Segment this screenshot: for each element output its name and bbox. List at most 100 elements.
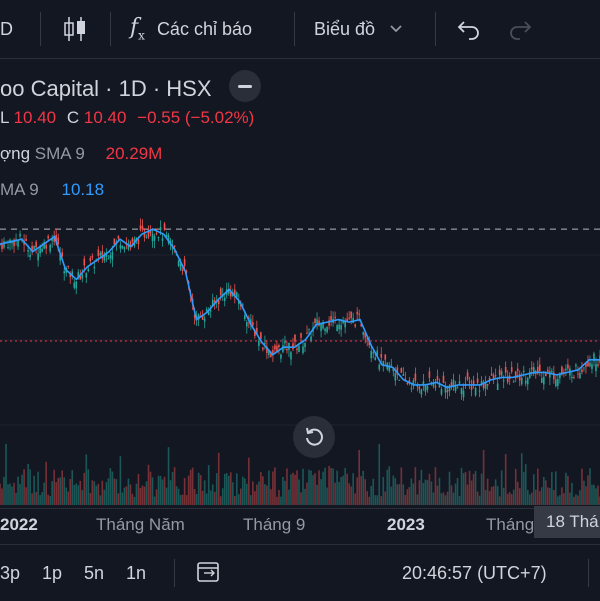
volume-bar [21, 474, 23, 505]
candle-body [442, 375, 445, 384]
interval-label: D [0, 18, 13, 39]
volume-bar [565, 472, 567, 505]
volume-bar [360, 476, 363, 505]
x-label: Tháng 9 [243, 515, 306, 534]
volume-bar [302, 468, 304, 505]
candle-body [358, 313, 360, 315]
volume-bar [388, 466, 391, 505]
volume-bar [414, 467, 417, 505]
volume-bar [115, 479, 118, 505]
volume-bar [223, 473, 226, 505]
volume-bar [448, 471, 451, 505]
volume-bar [213, 491, 216, 505]
sma-line [0, 228, 600, 389]
candle-body [482, 383, 485, 389]
candle-style-button[interactable] [62, 0, 88, 58]
volume-bar [227, 475, 230, 505]
volume-bar [65, 487, 68, 505]
candle-body [496, 383, 499, 390]
candle-body [532, 367, 535, 374]
candle-body [541, 378, 543, 383]
volume-bar [67, 491, 70, 505]
volume-bar [171, 471, 174, 505]
candle-body [45, 244, 47, 249]
candle-body [157, 236, 160, 238]
undo-button[interactable] [455, 0, 481, 58]
range-3p-button[interactable]: 3p [0, 563, 21, 583]
volume-bar [167, 447, 170, 505]
candle-body [47, 236, 49, 239]
volume-bar [205, 493, 208, 505]
date-range-button[interactable] [196, 560, 222, 589]
volume-bar [231, 482, 234, 505]
volume-bar [470, 480, 473, 505]
volume-bar [87, 469, 90, 505]
candle-body [432, 382, 435, 387]
candle-body [219, 288, 222, 295]
candle-body [334, 316, 336, 318]
candle-body [376, 350, 379, 356]
candle-body [57, 237, 59, 244]
volume-bar [340, 477, 342, 505]
chart-type-dropdown[interactable]: Biểu đồ [314, 0, 403, 58]
candle-body [103, 255, 106, 261]
volume-bar [7, 484, 9, 505]
volume-bar [320, 479, 322, 505]
candle-body [468, 381, 471, 383]
volume-bar [440, 493, 443, 505]
candle-body [522, 370, 525, 373]
volume-bar [55, 482, 57, 505]
candle-body [276, 345, 278, 353]
candle-body [388, 365, 391, 371]
candle-body [127, 245, 130, 250]
range-1p-button[interactable]: 1p [42, 563, 63, 583]
time-axis[interactable]: 2022 Tháng Năm Tháng 9 2023 Tháng [0, 508, 600, 543]
range-1n-button[interactable]: 1n [126, 563, 147, 583]
volume-bar [304, 488, 306, 505]
volume-bar [450, 485, 453, 505]
collapse-legend-button[interactable] [229, 70, 261, 102]
sma-value: 10.18 [61, 180, 105, 199]
price-chart[interactable] [0, 195, 600, 505]
volume-bar [49, 496, 51, 505]
volume-sma-label: SMA 9 [34, 144, 85, 163]
volume-bar [159, 475, 162, 505]
volume-bar [27, 463, 29, 505]
volume-bar [147, 464, 150, 505]
volume-bar [0, 483, 1, 505]
redo-button[interactable] [508, 0, 534, 58]
candle-body [83, 258, 86, 266]
candle-body [43, 242, 45, 249]
volume-bar [530, 492, 533, 505]
volume-bar [587, 475, 589, 505]
interval-button[interactable]: D [0, 0, 13, 58]
volume-bar [492, 486, 495, 505]
candle-body [181, 269, 184, 272]
volume-bar [496, 486, 499, 505]
candle-body [101, 251, 104, 259]
candle-body [462, 390, 465, 398]
candle-body [258, 340, 260, 346]
range-5n-button[interactable]: 5n [84, 563, 105, 583]
timezone-button[interactable]: 20:46:57 (UTC+7) [402, 563, 547, 583]
candle-body [492, 375, 495, 380]
volume-bar [324, 467, 326, 505]
candle-body [382, 361, 385, 366]
candle-body [364, 332, 367, 338]
candle-body [338, 324, 340, 330]
volume-bar [37, 471, 39, 505]
candle-body [209, 309, 212, 312]
candle-body [573, 377, 575, 379]
volume-bar [382, 477, 385, 505]
candle-body [356, 311, 358, 315]
indicators-button[interactable]: fx Các chỉ báo [130, 0, 252, 58]
volume-bar [225, 473, 228, 505]
volume-bar [524, 464, 527, 505]
volume-bar [53, 469, 55, 505]
volume-bar [3, 476, 5, 505]
candle-body [55, 235, 57, 243]
candle-body [19, 233, 21, 237]
reset-chart-button[interactable] [293, 416, 335, 458]
volume-bar [567, 475, 569, 505]
candle-body [549, 371, 551, 378]
